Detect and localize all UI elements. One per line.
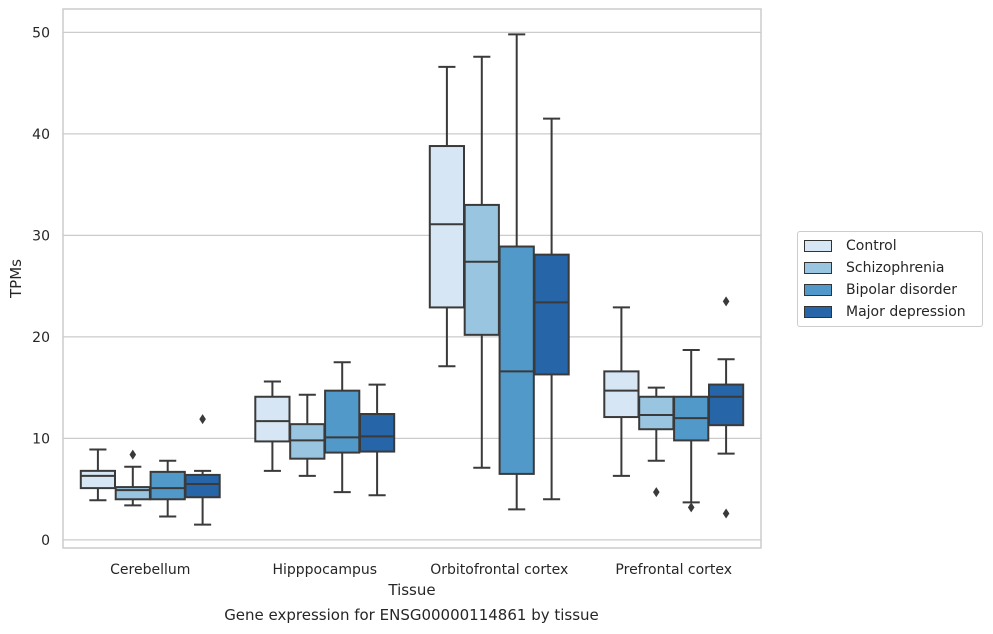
box-schizophrenia-orbitofrontal-cortex [463,203,500,336]
box-major-depression-orbitofrontal-cortex [533,253,570,376]
legend-item-major-depression: Major depression [804,303,966,321]
x-tick-label-prefrontal-cortex: Prefrontal cortex [615,562,732,578]
box-schizophrenia-prefrontal-cortex [638,395,675,431]
box-control-prefrontal-cortex [603,370,640,419]
legend-label-bipolar-disorder: Bipolar disorder [846,282,958,298]
legend-label-schizophrenia: Schizophrenia [846,260,945,276]
legend-swatch-schizophrenia [804,262,832,274]
legend-item-schizophrenia: Schizophrenia [804,259,944,277]
legend-swatch-bipolar-disorder [804,284,832,296]
chart-caption: Gene expression for ENSG00000114861 by t… [224,606,599,624]
box-major-depression-cerebellum-outlier [199,414,206,425]
y-tick-label: 0 [41,533,50,549]
y-tick-label: 20 [32,330,50,346]
box-bipolar-disorder-hipppocampus [324,389,361,454]
box-schizophrenia-cerebellum [114,486,151,501]
plot-frame [62,8,762,549]
box-major-depression-hipppocampus [358,413,396,453]
box-major-depression-prefrontal-cortex [707,383,745,427]
box-bipolar-disorder-cerebellum [149,470,186,501]
box-control-orbitofrontal-cortex [428,145,466,309]
x-axis-label: Tissue [387,581,435,599]
box-schizophrenia-hipppocampus [289,423,326,460]
x-tick-label-orbitofrontal-cortex: Orbitofrontal cortex [430,562,568,578]
box-bipolar-disorder-prefrontal-cortex-outlier [687,502,695,513]
box-control-cerebellum [79,469,117,490]
legend: Control Schizophrenia Bipolar disorder M… [797,231,983,327]
box-major-depression-prefrontal-cortex-outlier [722,296,730,307]
y-axis-label: TPMs [7,259,25,299]
box-major-depression-cerebellum [184,473,221,499]
y-tick-label: 30 [32,228,50,244]
y-tick-label: 50 [32,25,50,41]
box-bipolar-disorder-orbitofrontal-cortex [498,245,535,475]
legend-swatch-major-depression [804,306,832,318]
y-tick-label: 10 [32,431,50,447]
x-tick-label-cerebellum: Cerebellum [110,562,190,578]
box-control-hipppocampus [254,395,291,443]
y-tick-label: 40 [32,127,50,143]
legend-item-control: Control [804,237,897,255]
box-major-depression-prefrontal-cortex-outlier [722,508,730,519]
legend-label-control: Control [846,238,897,254]
legend-item-bipolar-disorder: Bipolar disorder [804,281,957,299]
legend-swatch-control [804,240,832,252]
x-tick-label-hipppocampus: Hipppocampus [272,562,377,578]
legend-label-major-depression: Major depression [846,304,966,320]
box-schizophrenia-prefrontal-cortex-outlier [653,487,660,498]
box-schizophrenia-cerebellum-outlier [129,449,137,460]
